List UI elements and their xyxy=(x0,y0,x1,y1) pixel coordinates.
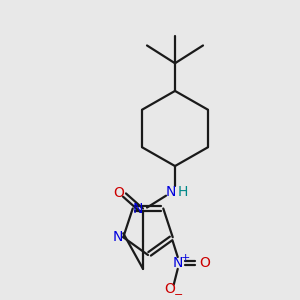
Text: O: O xyxy=(114,186,124,200)
Text: N: N xyxy=(113,230,124,244)
Text: N: N xyxy=(166,185,176,199)
Text: N: N xyxy=(133,202,143,215)
Text: N: N xyxy=(172,256,183,270)
Text: O: O xyxy=(164,282,175,296)
Text: −: − xyxy=(174,290,183,300)
Text: +: + xyxy=(181,253,190,263)
Text: O: O xyxy=(199,256,210,270)
Text: H: H xyxy=(178,185,188,199)
